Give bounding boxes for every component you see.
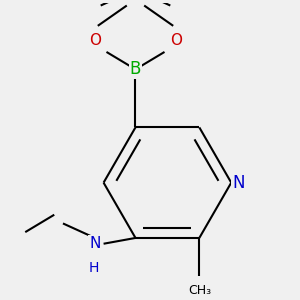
Text: O: O xyxy=(89,33,101,48)
Text: N: N xyxy=(89,236,100,251)
Text: N: N xyxy=(232,174,245,192)
Text: B: B xyxy=(130,60,141,78)
Text: CH₃: CH₃ xyxy=(188,284,211,297)
Text: O: O xyxy=(170,33,182,48)
Text: H: H xyxy=(88,261,99,275)
